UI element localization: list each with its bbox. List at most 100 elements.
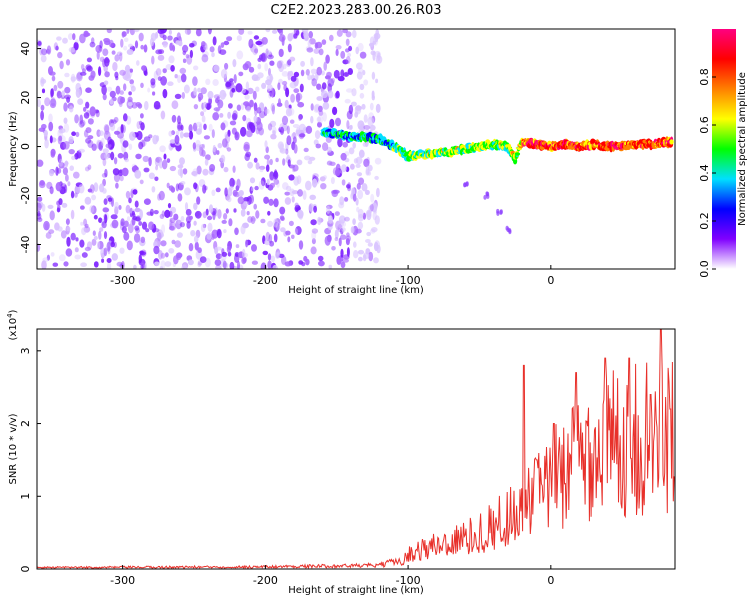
spectrogram-noise-cell: [327, 222, 333, 231]
spectrogram-noise-cell: [188, 215, 193, 220]
spectrogram-noise-cell: [103, 198, 108, 206]
spectrogram-noise-cell: [270, 91, 275, 98]
spectrogram-noise-cell: [130, 83, 135, 89]
spectrogram-noise-cell: [342, 59, 349, 65]
spectrogram-noise-cell: [179, 131, 184, 139]
spectrogram-noise-cell: [265, 48, 269, 56]
spectrogram-noise-cell: [374, 240, 381, 250]
spectrogram-noise-cell: [219, 113, 224, 118]
spectrogram-noise-cell: [217, 99, 224, 109]
spectrogram-noise-cell: [365, 209, 372, 218]
spectrogram-xlabel: Height of straight line (km): [288, 285, 424, 296]
spectrogram-noise-cell: [119, 90, 125, 95]
spectrogram-noise-cell: [114, 201, 119, 210]
snr-xtick-label: -300: [110, 574, 135, 587]
spectrogram-noise-cell: [221, 251, 228, 257]
spectrogram-noise-cell: [279, 148, 287, 154]
spectrogram-noise-cell: [289, 70, 294, 77]
spectrogram-noise-cell: [267, 123, 273, 131]
spectrogram-noise-cell: [245, 239, 249, 248]
spectrogram-noise-cell: [265, 231, 270, 241]
spectrogram-noise-cell: [167, 203, 172, 209]
spectrogram-noise-cell: [215, 264, 222, 269]
spectrogram-noise-cell: [93, 182, 99, 193]
spectrogram-noise-cell: [214, 259, 222, 266]
spectrogram-noise-cell: [65, 248, 73, 257]
spectrogram-noise-cell: [180, 181, 186, 185]
spectrogram-noise-cell: [143, 198, 151, 205]
spectrogram-noise-cell: [203, 45, 208, 51]
spectrogram-noise-cell: [65, 218, 70, 225]
spectrogram-noise-cell: [140, 113, 144, 119]
snr-xlabel: Height of straight line (km): [288, 585, 424, 596]
spectrogram-noise-cell: [313, 48, 320, 54]
spectrogram-noise-cell: [348, 147, 355, 155]
spectrogram-noise-cell: [45, 232, 52, 239]
spectrogram-noise-cell: [104, 57, 110, 67]
spectrogram-noise-cell: [153, 100, 161, 110]
spectrogram-noise-cell: [281, 71, 289, 77]
spectrogram-noise-cell: [150, 78, 156, 86]
spectrogram-noise-cell: [177, 115, 181, 125]
spectrogram-noise-cell: [66, 226, 71, 232]
spectrogram-ytick-label: 40: [19, 42, 32, 56]
spectrogram-noise-cell: [238, 190, 244, 197]
spectrogram-noise-cell: [321, 39, 327, 45]
spectrogram-noise-cell: [134, 40, 139, 49]
spectrogram-noise-cell: [368, 251, 374, 262]
spectrogram-noise-cell: [89, 41, 96, 48]
spectrogram-noise-cell: [295, 93, 301, 103]
spectrogram-noise-cell: [203, 123, 207, 130]
spectrogram-noise-cell: [40, 110, 44, 121]
spectrogram-noise-cell: [183, 84, 190, 94]
spectrogram-noise-cell: [240, 209, 246, 217]
snr-frame: [36, 328, 676, 570]
spectrogram-noise-cell: [185, 54, 190, 59]
spectrogram-noise-cell: [164, 261, 172, 267]
spectrogram-noise-cell: [216, 228, 222, 239]
spectrogram-noise-cell: [63, 117, 68, 124]
spectrogram-noise-cell: [254, 185, 259, 191]
spectrogram-noise-cell: [335, 45, 342, 50]
spectrogram-noise-cell: [129, 68, 133, 73]
spectrogram-noise-cell: [107, 261, 112, 269]
spectrogram-noise-cell: [37, 99, 41, 108]
spectrogram-noise-cell: [66, 236, 71, 247]
spectrogram-noise-cell: [341, 179, 346, 186]
spectrogram-noise-cell: [100, 137, 105, 147]
spectrogram-noise-cell: [211, 129, 215, 139]
spectrogram-noise-cell: [68, 136, 74, 144]
spectrogram-noise-cell: [261, 37, 268, 45]
spectrogram-noise-cell: [49, 186, 54, 195]
spectrogram-noise-cell: [342, 258, 350, 263]
spectrogram-noise-cell: [164, 209, 171, 218]
spectrogram-noise-cell: [237, 196, 245, 205]
spectrogram-noise-cell: [295, 205, 301, 212]
spectrogram-noise-cell: [84, 166, 90, 172]
spectrogram-noise-cell: [160, 76, 168, 86]
spectrogram-noise-cell: [212, 79, 219, 86]
spectrogram-noise-cell: [169, 217, 176, 223]
spectrogram-noise-cell: [85, 87, 92, 93]
spectrogram-noise-cell: [270, 255, 276, 263]
spectrogram-noise-cell: [45, 222, 49, 231]
spectrogram-signal-cell: [513, 158, 518, 165]
spectrogram-noise-cell: [350, 163, 355, 170]
spectrogram-noise-cell: [83, 112, 90, 119]
spectrogram-noise-cell: [175, 40, 181, 45]
spectrogram-noise-cell: [84, 246, 91, 252]
spectrogram-noise-cell: [41, 203, 46, 212]
spectrogram-noise-cell: [205, 102, 212, 110]
spectrogram-noise-cell: [126, 29, 130, 34]
spectrogram-noise-cell: [268, 234, 273, 244]
spectrogram-noise-cell: [57, 51, 63, 59]
spectrogram-noise-cell: [128, 43, 133, 48]
spectrogram-trail-cell: [486, 194, 490, 199]
spectrogram-noise-cell: [207, 222, 213, 232]
spectrogram-noise-cell: [223, 229, 227, 234]
spectrogram-noise-cell: [257, 63, 262, 70]
spectrogram-noise-cell: [101, 258, 105, 263]
spectrogram-noise-cell: [154, 176, 159, 182]
spectrogram-noise-cell: [258, 165, 266, 170]
colorbar-gradient: [712, 29, 736, 269]
